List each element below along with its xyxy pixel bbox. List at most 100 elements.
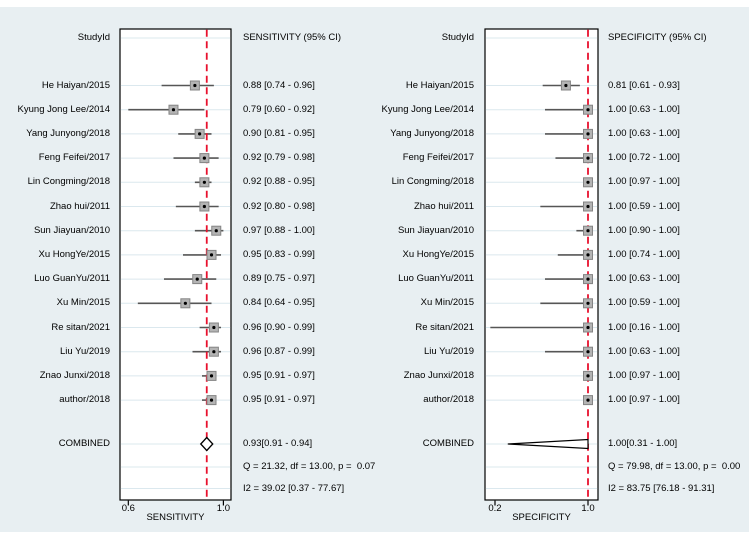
heterogeneity-i2-text: I2 = 83.75 [76.18 - 91.31] xyxy=(608,482,715,494)
ci-value: 0.89 [0.75 - 0.97] xyxy=(243,273,315,285)
study-label: Znao Junxi/2018 xyxy=(403,369,474,381)
ci-value: 0.92 [0.79 - 0.98] xyxy=(243,152,315,164)
study-marker-dot xyxy=(586,108,590,112)
study-marker-dot xyxy=(212,325,216,330)
study-marker-dot xyxy=(209,398,214,402)
study-marker-dot xyxy=(586,253,590,257)
study-label: Luo GuanYu/2011 xyxy=(34,273,110,285)
ci-value: 0.95 [0.91 - 0.97] xyxy=(243,369,315,381)
study-marker-dot xyxy=(209,253,214,257)
top-margin xyxy=(0,0,749,7)
study-marker-dot xyxy=(183,301,187,305)
axis-title: SENSITIVITY xyxy=(146,512,205,523)
ci-value: 0.96 [0.87 - 0.99] xyxy=(243,345,315,357)
bottom-margin xyxy=(0,532,749,537)
study-marker-dot xyxy=(564,83,568,88)
study-label: Xu Min/2015 xyxy=(420,297,474,309)
plot-frame xyxy=(119,28,232,501)
axis-tick-label: 0.2 xyxy=(488,503,502,514)
study-marker-dot xyxy=(586,156,590,160)
study-label: Sun Jiayuan/2010 xyxy=(397,224,474,236)
axis-tick-label: 1.0 xyxy=(581,503,595,514)
ci-value: 1.00 [0.72 - 1.00] xyxy=(608,152,680,164)
ci-value: 0.97 [0.88 - 1.00] xyxy=(243,224,315,236)
heterogeneity-q-text: Q = 79.98, df = 13.00, p = 0.00 xyxy=(608,461,741,472)
study-label: Yang Junyong/2018 xyxy=(390,127,474,139)
ci-value: 0.95 [0.83 - 0.99] xyxy=(243,248,315,260)
study-label: author/2018 xyxy=(423,394,474,406)
study-marker-dot xyxy=(202,204,206,209)
study-label: Lin Congming/2018 xyxy=(391,176,474,188)
study-marker-dot xyxy=(586,229,590,233)
study-marker-dot xyxy=(586,132,590,136)
value-col-header: SPECIFICITY (95% CI) xyxy=(608,32,707,43)
axis-tick-label: 1.0 xyxy=(216,503,230,514)
ci-value: 0.95 [0.91 - 0.97] xyxy=(243,394,315,406)
study-marker-dot xyxy=(586,350,590,354)
ci-value: 1.00 [0.63 - 1.00] xyxy=(608,127,680,139)
study-marker-dot xyxy=(195,277,199,281)
ci-value: 1.00 [0.90 - 1.00] xyxy=(608,224,680,236)
ci-value: 0.84 [0.64 - 0.95] xyxy=(243,297,315,309)
study-marker-dot xyxy=(586,398,590,402)
study-label: Kyung Jong Lee/2014 xyxy=(17,103,110,115)
study-marker-dot xyxy=(586,301,590,305)
combined-diamond xyxy=(507,438,589,450)
study-marker-dot xyxy=(212,350,216,354)
axis-tick-label: 0.6 xyxy=(121,503,135,514)
study-label: He Haiyan/2015 xyxy=(405,79,474,91)
ci-value: 1.00 [0.63 - 1.00] xyxy=(608,345,680,357)
study-label: Sun Jiayuan/2010 xyxy=(33,224,110,236)
heterogeneity-q-text: Q = 21.32, df = 13.00, p = 0.07 xyxy=(243,461,376,472)
study-marker-dot xyxy=(214,229,218,233)
study-col-header: StudyId xyxy=(77,32,110,43)
ci-value: 1.00 [0.97 - 1.00] xyxy=(608,369,680,381)
ci-value: 0.96 [0.90 - 0.99] xyxy=(243,321,315,333)
ci-value: 1.00 [0.63 - 1.00] xyxy=(608,103,680,115)
study-col-header: StudyId xyxy=(441,32,474,43)
study-label: Kyung Jong Lee/2014 xyxy=(381,103,474,115)
study-label: Xu Min/2015 xyxy=(56,297,110,309)
ci-value: 0.88 [0.74 - 0.96] xyxy=(243,79,315,91)
study-label: Liu Yu/2019 xyxy=(59,345,110,357)
study-label: Zhao hui/2011 xyxy=(49,200,110,212)
study-marker-dot xyxy=(586,277,590,281)
value-col-header: SENSITIVITY (95% CI) xyxy=(243,32,342,43)
ci-value: 1.00 [0.63 - 1.00] xyxy=(608,273,680,285)
study-label: Znao Junxi/2018 xyxy=(39,369,110,381)
study-marker-dot xyxy=(202,180,206,184)
study-marker-dot xyxy=(586,180,590,184)
study-label: author/2018 xyxy=(59,394,110,406)
study-marker-dot xyxy=(171,108,176,112)
study-label: Xu HongYe/2015 xyxy=(38,248,111,260)
axis-title: SPECIFICITY xyxy=(512,512,571,523)
ci-value: 0.81 [0.61 - 0.93] xyxy=(608,79,680,91)
study-marker-dot xyxy=(193,83,197,88)
study-label: Liu Yu/2019 xyxy=(423,345,474,357)
study-label: Feng Feifei/2017 xyxy=(402,152,474,164)
study-marker-dot xyxy=(198,132,202,136)
study-label: Yang Junyong/2018 xyxy=(26,127,110,139)
combined-diamond xyxy=(199,436,214,452)
study-label: Xu HongYe/2015 xyxy=(402,248,475,260)
study-label: He Haiyan/2015 xyxy=(41,79,110,91)
study-label: Lin Congming/2018 xyxy=(27,176,110,188)
ci-value: 0.92 [0.88 - 0.95] xyxy=(243,176,315,188)
study-label: Re sitan/2021 xyxy=(51,321,110,333)
ci-value: 0.92 [0.80 - 0.98] xyxy=(243,200,315,212)
study-marker-dot xyxy=(202,156,206,160)
combined-ci-value: 0.93[0.91 - 0.94] xyxy=(243,438,313,449)
heterogeneity-i2-text: I2 = 39.02 [0.37 - 77.67] xyxy=(243,482,345,494)
study-label: Feng Feifei/2017 xyxy=(38,152,110,164)
study-marker-dot xyxy=(586,374,590,378)
ci-value: 1.00 [0.16 - 1.00] xyxy=(608,321,680,333)
study-marker-dot xyxy=(586,204,590,209)
plot-area-specificity xyxy=(484,28,599,506)
study-marker-dot xyxy=(209,374,214,378)
plot-frame xyxy=(484,28,599,501)
combined-label: COMBINED xyxy=(422,438,474,449)
study-label: Luo GuanYu/2011 xyxy=(398,273,474,285)
ci-value: 1.00 [0.97 - 1.00] xyxy=(608,394,680,406)
ci-value: 1.00 [0.97 - 1.00] xyxy=(608,176,680,188)
